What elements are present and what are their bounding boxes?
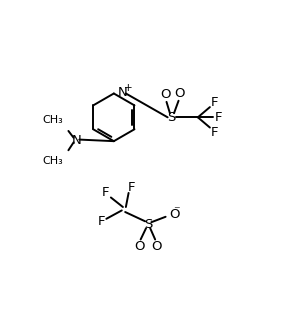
Text: N: N — [71, 134, 81, 146]
Text: CH₃: CH₃ — [42, 115, 63, 125]
Text: O: O — [161, 88, 171, 101]
Text: F: F — [98, 215, 105, 228]
Text: S: S — [144, 217, 152, 231]
Text: O: O — [151, 240, 162, 253]
Text: O: O — [169, 209, 180, 221]
Text: ⁻: ⁻ — [174, 205, 180, 217]
Text: S: S — [168, 111, 176, 124]
Text: +: + — [124, 84, 132, 93]
Text: F: F — [128, 182, 136, 194]
Text: N: N — [118, 86, 127, 99]
Text: O: O — [134, 240, 144, 253]
Text: F: F — [102, 187, 110, 199]
Text: F: F — [211, 126, 219, 139]
Text: F: F — [214, 111, 222, 124]
Text: CH₃: CH₃ — [42, 156, 63, 166]
Text: F: F — [211, 96, 219, 109]
Text: O: O — [174, 87, 185, 100]
